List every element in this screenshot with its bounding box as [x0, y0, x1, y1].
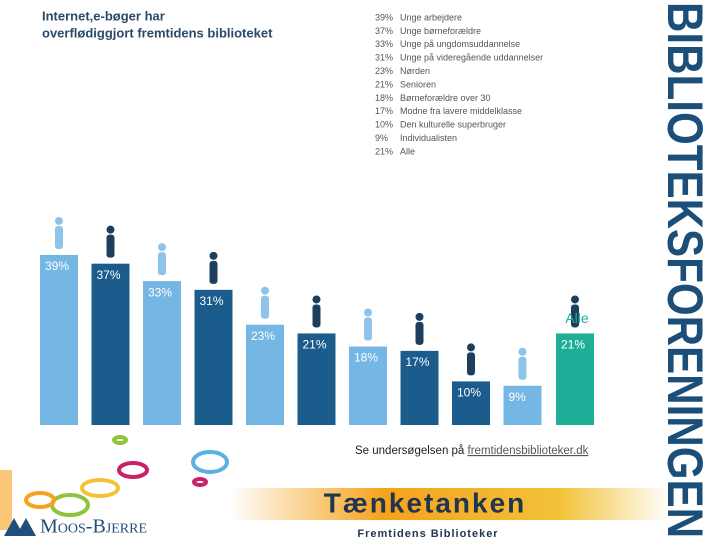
figure [571, 304, 579, 328]
value-label: 17% [406, 355, 430, 369]
side-logo: BIBLIOTEKSFORENINGEN [657, 2, 713, 538]
figure [55, 225, 63, 249]
chart-title: overflødiggjort fremtidens biblioteket [42, 25, 273, 40]
value-label: 33% [148, 285, 172, 299]
value-label: 9% [509, 390, 527, 404]
figure [467, 352, 475, 376]
bar [400, 350, 439, 425]
source-text: Se undersøgelsen på [355, 445, 468, 457]
bar [349, 346, 387, 425]
value-label: 21% [561, 338, 585, 352]
legend-label: Individualisten [400, 133, 457, 143]
value-label: 23% [251, 329, 275, 343]
figure [106, 234, 115, 258]
category-label: Alle [565, 310, 589, 326]
bar [246, 324, 284, 425]
decoration [24, 435, 229, 517]
figure [261, 286, 269, 295]
figure [571, 295, 579, 304]
company-logo [4, 518, 36, 536]
legend-label: Unge på videregående uddannelser [400, 53, 543, 63]
chart-title: Internet,e-bøger har [42, 8, 165, 23]
footer-title: Tænketanken [324, 487, 527, 518]
value-label: 31% [200, 294, 224, 308]
bar [91, 263, 130, 425]
source-link[interactable]: fremtidensbiblioteker.dk [468, 445, 589, 457]
figure [312, 295, 321, 304]
legend-label: Unge arbejdere [400, 12, 462, 22]
legend-value: 33% [375, 39, 393, 49]
legend-label: Senioren [400, 79, 436, 89]
legend-value: 37% [375, 26, 393, 36]
footer-band [230, 488, 670, 520]
legend-value: 39% [375, 12, 393, 22]
figure [415, 312, 424, 321]
figure [415, 321, 424, 345]
figure [364, 308, 372, 317]
figure [312, 304, 321, 328]
figure [209, 251, 218, 260]
legend-label: Børneforældre over 30 [400, 93, 491, 103]
bar [503, 385, 542, 425]
value-label: 37% [97, 268, 121, 282]
legend-value: 18% [375, 93, 393, 103]
figure [158, 252, 166, 276]
bar [452, 381, 490, 425]
figure [364, 317, 372, 341]
figure [158, 243, 166, 252]
decoration [0, 470, 12, 530]
figure [106, 225, 115, 234]
legend-label: Unge børneforældre [400, 26, 481, 36]
legend-value: 21% [375, 146, 393, 156]
source-note: Se undersøgelsen på fremtidensbiblioteke… [355, 445, 589, 457]
legend-label: Alle [400, 146, 415, 156]
value-label: 39% [45, 259, 69, 273]
figure [467, 343, 475, 352]
legend-value: 17% [375, 106, 393, 116]
bar [297, 333, 336, 425]
value-label: 10% [457, 386, 481, 400]
legend-label: Nørden [400, 66, 430, 76]
legend-value: 21% [375, 79, 393, 89]
bar [143, 281, 181, 425]
bar [556, 333, 594, 425]
legend-value: 9% [375, 133, 388, 143]
company-name: Moos-Bjerre [40, 516, 147, 538]
legend-value: 10% [375, 120, 393, 130]
figure [518, 347, 527, 356]
legend-value: 23% [375, 66, 393, 76]
value-label: 18% [354, 351, 378, 365]
legend-label: Modne fra lavere middelklasse [400, 106, 522, 116]
value-label: 21% [303, 338, 327, 352]
figure [55, 216, 63, 225]
legend-label: Den kulturelle superbruger [400, 120, 506, 130]
figure [261, 295, 269, 319]
legend-value: 31% [375, 53, 393, 63]
figure [518, 356, 527, 380]
bar [40, 254, 78, 425]
legend-label: Unge på ungdomsuddannelse [400, 39, 520, 49]
figure [209, 260, 218, 284]
bar [194, 289, 233, 425]
footer-subtitle: Fremtidens Biblioteker [357, 528, 498, 540]
